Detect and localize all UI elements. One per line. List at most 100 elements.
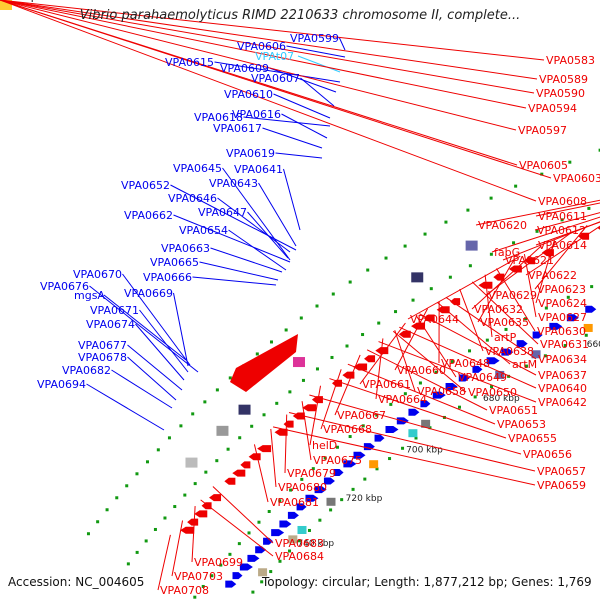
reverse-gene-arrow [232,470,245,477]
forward-gene-arrow [375,435,385,442]
track-dot [490,197,493,200]
track-dot [269,570,272,573]
track-dot [430,287,433,290]
track-dot [469,264,472,267]
reverse-gene-arrow [209,494,221,501]
reverse-gene-arrow [202,502,212,509]
reverse-gene-label: VPA0632 [474,303,523,316]
track-dot [466,209,469,212]
forward-gene-label: VPA0610 [224,88,273,101]
forward-gene-label: VPA0669 [124,287,173,300]
reverse-gene-label: VPA0642 [538,396,587,409]
forward-gene-label: VPA0666 [143,271,192,284]
track-dot [270,340,273,343]
feature-block [326,498,335,506]
track-dot [125,484,128,487]
forward-gene-label: VPA0662 [124,209,173,222]
reverse-gene-label: VPA0664 [378,393,427,406]
reverse-gene-label: VPA0637 [538,369,587,382]
genes-label: Genes: [512,575,554,589]
reverse-gene-label: VPA0605 [519,159,568,172]
forward-leader-line [174,293,189,366]
reverse-gene-label: artP [494,331,517,344]
reverse-gene-label: VPA0668 [323,423,372,436]
track-dot [248,531,251,534]
feature-block [466,241,478,251]
reverse-gene-label: helD [312,439,337,452]
track-dot [106,508,109,511]
reverse-gene-label: VPA0675 [313,454,362,467]
feature-block [297,526,306,534]
reverse-gene-label: VPA0589 [539,73,588,86]
forward-leader-line [276,153,323,158]
track-dot [135,472,138,475]
genes-value: 1,769 [557,575,591,589]
reverse-gene-label: VPA0635 [480,316,529,329]
reverse-gene-label: VPA0614 [538,239,587,252]
reverse-gene-label: VPA0622 [528,269,577,282]
track-dot [349,281,352,284]
forward-gene-arrow [288,512,299,519]
forward-gene-arrow [225,581,236,588]
forward-gene-label: VPA0665 [150,256,199,269]
reverse-leader-line [213,487,273,543]
forward-leader-line [140,310,189,372]
track-dot [154,528,157,531]
track-dot [251,591,254,594]
reverse-gene-label: VPA0661 [362,378,411,391]
forward-gene-arrow [247,555,259,562]
track-dot [401,447,404,450]
track-dot [316,305,319,308]
track-dot [227,448,230,451]
track-dot [168,436,171,439]
forward-gene-label: VPA0619 [226,147,275,160]
reverse-gene-label: VPA0624 [538,297,587,310]
forward-leader-line [200,262,279,280]
feature-block [185,458,197,468]
track-dot [127,562,130,565]
track-dot [490,253,493,256]
reverse-gene-label: VPA0703 [174,570,223,583]
forward-gene-label: VPA0643 [209,177,258,190]
forward-leader-line [87,384,165,430]
track-dot [250,425,253,428]
track-dot [458,406,461,409]
feature-block [239,405,251,415]
track-dot [191,412,194,415]
reverse-gene-label: VPA0611 [538,210,587,223]
track-dot [238,542,241,545]
track-dot [363,478,366,481]
forward-gene-label: VPA0663 [161,242,210,255]
reverse-gene-label: VPA0648 [441,357,490,370]
reverse-gene-label: VPA0649 [458,371,507,384]
track-dot [288,390,291,393]
length-label: Length: [374,575,419,589]
track-dot [300,316,303,319]
reverse-gene-label: VPA0644 [410,313,459,326]
forward-gene-label: VPA0671 [90,304,139,317]
large-reverse-gene [230,334,298,392]
track-dot [194,482,197,485]
forward-gene-label: VPA0645 [173,162,222,175]
feature-block [293,357,305,367]
summary-line: Topology: circular; Length: 1,877,212 bp… [262,575,592,589]
reverse-leader-line [254,444,268,502]
kbp-mark-label: 700 kbp [406,445,443,455]
track-dot [96,520,99,523]
reverse-gene-label: VPA0597 [518,124,567,137]
track-dot [352,488,355,491]
track-dot [377,322,380,325]
track-dot [256,352,259,355]
forward-gene-arrow [408,409,419,416]
reverse-gene-label: VPA0640 [538,382,587,395]
track-dot [183,494,186,497]
reverse-gene-label: VPA0627 [538,311,587,324]
reverse-gene-label: VPA0594 [528,102,577,115]
track-dot [263,413,266,416]
reverse-gene-label: VPA0659 [537,479,586,492]
forward-gene-label: VPA0694 [37,378,86,391]
forward-gene-label: VPA0670 [73,268,122,281]
forward-gene-label: VPA0646 [168,192,217,205]
reverse-gene-label: VPA0699 [194,556,243,569]
